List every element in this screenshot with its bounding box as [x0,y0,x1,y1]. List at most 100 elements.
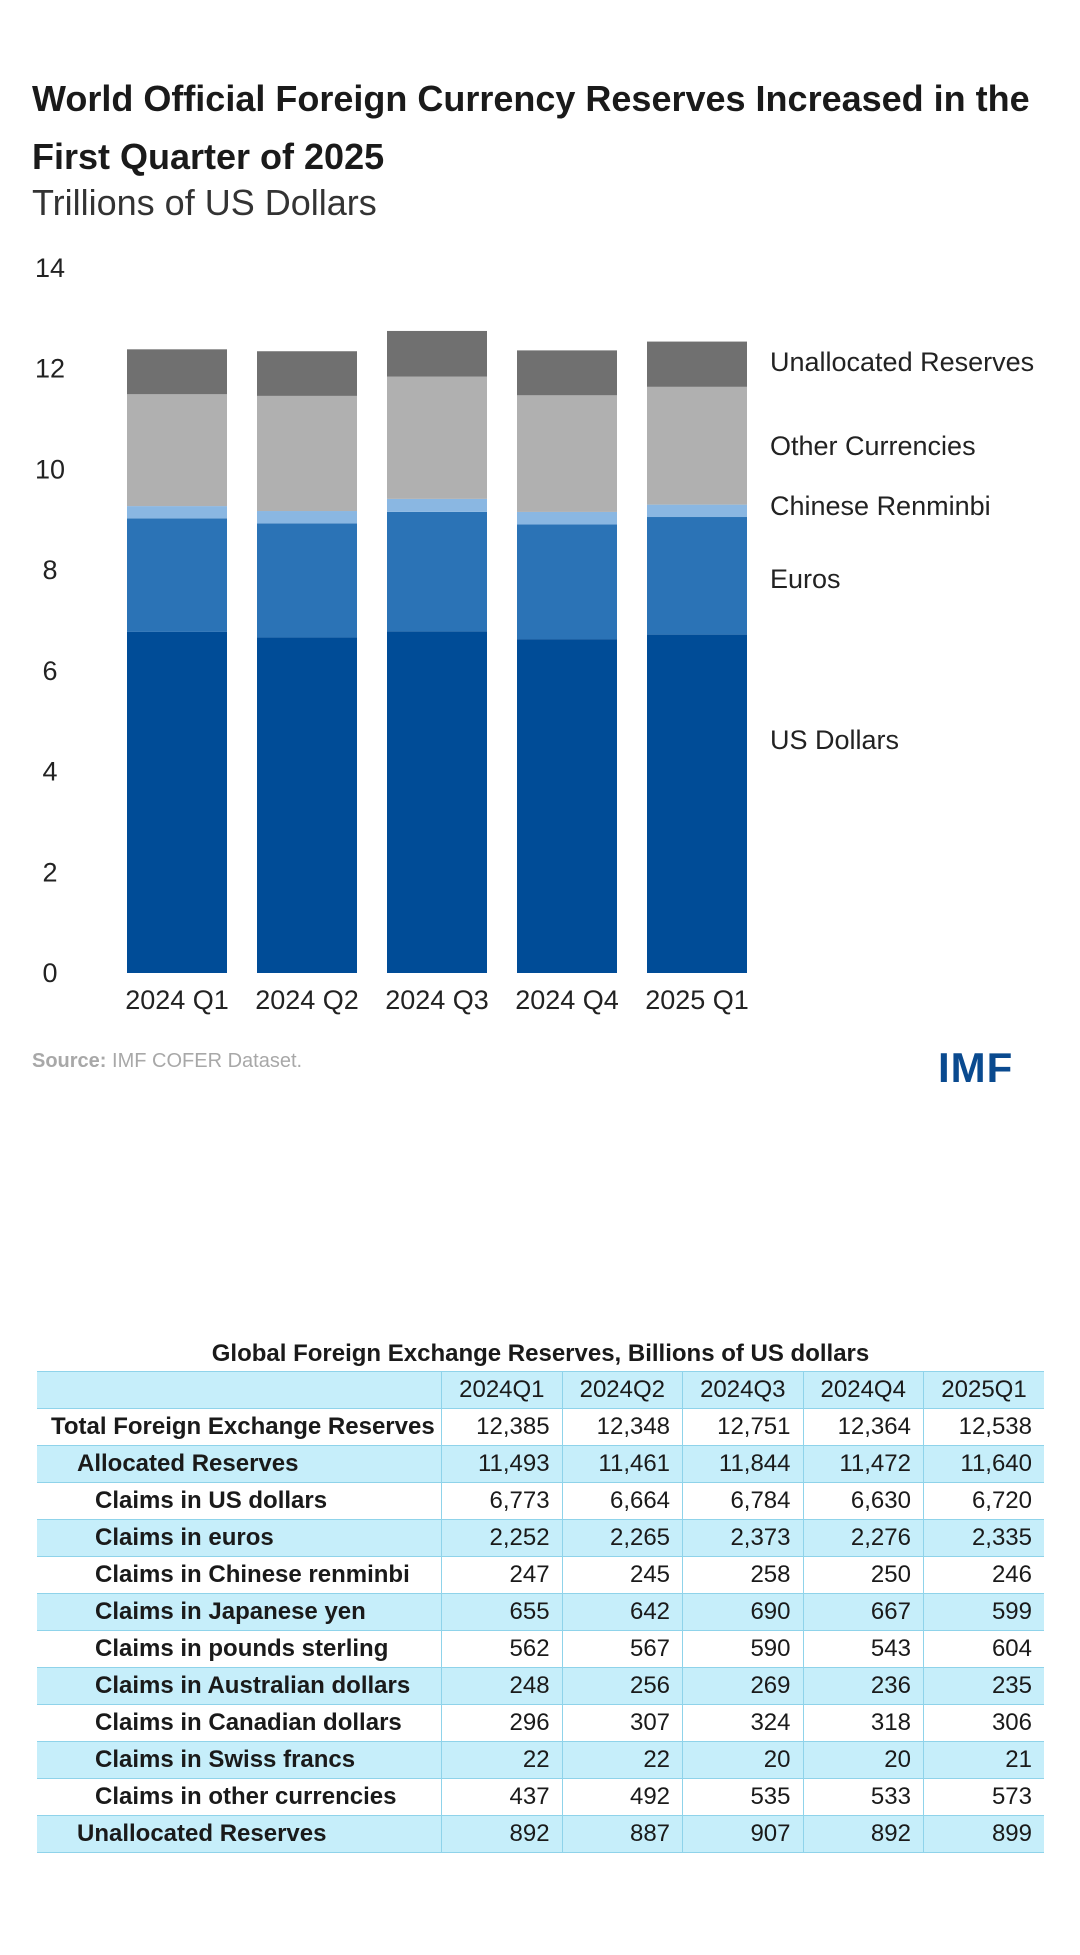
source-note: Source: IMF COFER Dataset. [32,1050,302,1073]
table-cell: 599 [922,1593,1044,1631]
column-header: 2024Q1 [441,1371,563,1409]
bar-segment-chinese-renminbi [127,506,227,519]
row-label: Claims in Canadian dollars [37,1704,442,1742]
bar-segment-other-currencies [257,395,357,512]
legend-label-euros: Euros [770,564,841,594]
table-cell: 667 [802,1593,924,1631]
bar-segment-chinese-renminbi [517,511,617,525]
row-label: Claims in euros [37,1519,442,1557]
table-cell: 6,720 [922,1482,1044,1520]
row-label: Claims in Swiss francs [37,1741,442,1779]
table-cell: 6,664 [561,1482,683,1520]
row-label: Allocated Reserves [37,1445,442,1483]
table-cell: 246 [922,1556,1044,1594]
table-cell: 12,538 [922,1408,1044,1446]
y-tick-label: 2 [42,857,57,887]
table-title: Global Foreign Exchange Reserves, Billio… [211,1340,870,1367]
table-cell: 2,265 [561,1519,683,1557]
table-row: Claims in US dollars 6,773 6,664 6,784 6,630… [37,1482,1044,1520]
bar-segment-euros [387,511,487,632]
table-cell: 6,630 [802,1482,924,1520]
table-cell: 20 [802,1741,924,1779]
table-cell: 567 [561,1630,683,1668]
table-cell: 306 [922,1704,1044,1742]
table-cell: 535 [682,1778,803,1816]
row-label: Total Foreign Exchange Reserves [37,1408,442,1446]
bar-segment-unallocated-reserves [517,350,617,396]
y-tick-label: 12 [35,354,65,384]
table-cell: 12,348 [561,1408,683,1446]
row-label: Claims in Australian dollars [37,1667,442,1705]
bar-segment-us-dollars [257,637,357,973]
table-row: Claims in pounds sterling 562 567 590 543 604 [37,1630,1044,1668]
x-tick-label: 2025 Q1 [645,985,749,1015]
table-cell: 318 [802,1704,924,1742]
table-cell: 6,773 [441,1482,563,1520]
source-text: IMF COFER Dataset. [112,1050,303,1072]
table-row: Claims in Canadian dollars 296 307 324 318 30… [37,1704,1044,1742]
table-cell: 22 [561,1741,683,1779]
table-cell: 642 [561,1593,683,1631]
bar-segment-euros [517,524,617,640]
table-cell: 543 [802,1630,924,1668]
row-label: Claims in Japanese yen [37,1593,442,1631]
chart-subtitle: Trillions of US Dollars [32,182,377,223]
bar-segment-unallocated-reserves [647,341,747,387]
y-tick-label: 10 [35,454,65,484]
bar-segment-us-dollars [517,639,617,973]
table-cell: 296 [441,1704,563,1742]
table-cell: 2,335 [922,1519,1044,1557]
table-cell: 533 [802,1778,924,1816]
table-cell: 562 [441,1630,563,1668]
bar-segment-chinese-renminbi [387,498,487,512]
table-cell: 887 [561,1815,683,1853]
table-cell: 21 [922,1741,1044,1779]
table-cell: 250 [802,1556,924,1594]
x-axis: 2024 Q1 2024 Q2 2024 Q3 2024 Q4 2025 Q1 [125,985,749,1015]
table-cell: 20 [682,1741,803,1779]
x-tick-label: 2024 Q1 [125,985,229,1015]
table-header-row: 2024Q1 2024Q2 2024Q3 2024Q4 2025Q1 [37,1371,1044,1409]
legend-label-other-currencies: Other Currencies [770,431,976,461]
table-cell: 907 [682,1815,803,1853]
column-header [37,1371,442,1409]
legend-label-unallocated-reserves: Unallocated Reserves [770,347,1034,377]
column-header: 2024Q4 [802,1371,924,1409]
bar-segment-euros [127,518,227,632]
table-cell: 590 [682,1630,803,1668]
bar-segment-other-currencies [387,376,487,499]
column-header: 2025Q1 [922,1371,1044,1409]
chart-title: World Official Foreign Currency Reserves… [32,78,1030,177]
table-row: Claims in Swiss francs 22 22 20 20 21 [37,1741,1044,1779]
row-label: Unallocated Reserves [37,1815,442,1853]
table-cell: 573 [922,1778,1044,1816]
row-label: Claims in pounds sterling [37,1630,442,1668]
table-cell: 256 [561,1667,683,1705]
table-cell: 11,493 [441,1445,563,1483]
table-cell: 245 [561,1556,683,1594]
table-cell: 235 [922,1667,1044,1705]
bar-segment-euros [647,517,747,635]
table-cell: 12,364 [802,1408,924,1446]
x-tick-label: 2024 Q3 [385,985,489,1015]
table-row: Claims in Australian dollars 248 256 269 236… [37,1667,1044,1705]
stacked-bar-chart: 0 2 4 6 8 10 12 14 2024 Q1 2024 Q2 2024 Q3 2024 Q4… [35,253,1034,1015]
table-cell: 2,373 [682,1519,803,1557]
table-cell: 899 [922,1815,1044,1853]
table-cell: 2,276 [802,1519,924,1557]
table-cell: 22 [441,1741,563,1779]
bar-segment-other-currencies [517,395,617,512]
table-cell: 269 [682,1667,803,1705]
table-row: Allocated Reserves 11,493 11,461 11,844 11,4… [37,1445,1044,1483]
table-cell: 492 [561,1778,683,1816]
x-tick-label: 2024 Q4 [515,985,619,1015]
bar-segment-other-currencies [127,394,227,507]
table-row: Total Foreign Exchange Reserves 12,385 12,… [37,1408,1044,1446]
reserves-table: 2024Q1 2024Q2 2024Q3 2024Q4 2025Q1 Total… [37,1371,1044,1853]
imf-logo: IMF [938,1044,1014,1091]
table-cell: 11,461 [561,1445,683,1483]
table-cell: 11,844 [682,1445,803,1483]
table-cell: 11,640 [922,1445,1044,1483]
bar-segment-euros [257,523,357,638]
y-axis: 0 2 4 6 8 10 12 14 [35,253,65,988]
